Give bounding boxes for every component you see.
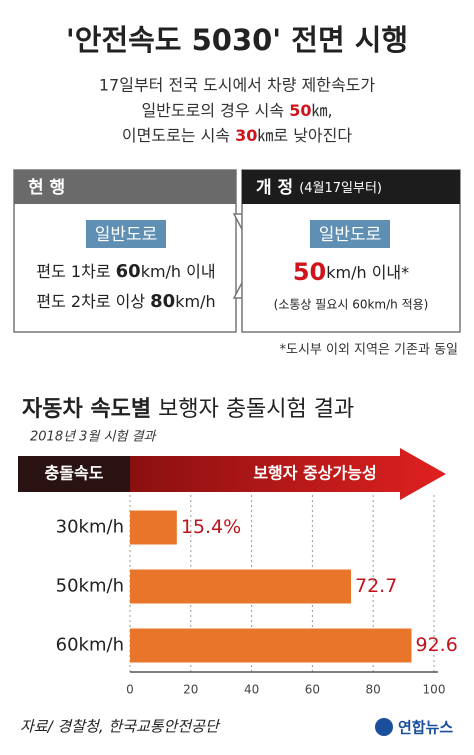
speed: 50	[293, 258, 326, 286]
text: km/h 이내*	[326, 263, 409, 282]
text: 편도 2차로 이상	[36, 292, 150, 311]
value-header: 보행자 중상가능성	[253, 464, 376, 483]
subtitle-line: 일반도로의 경우 시속 50㎞,	[141, 101, 332, 120]
text: 일반도로의 경우 시속	[141, 101, 289, 120]
chart-title: 자동차 속도별 보행자 충돌시험 결과	[22, 397, 354, 422]
date: (4월17일부터)	[299, 181, 382, 196]
speed: 60	[116, 261, 141, 282]
rule: 편도 1차로 60km/h 이내	[36, 261, 215, 282]
road-label: 일반도로	[319, 225, 382, 245]
highlight: 30	[235, 126, 257, 145]
bar	[130, 569, 352, 604]
y-tick-label: 30km/h	[56, 517, 124, 538]
text: km/h	[175, 292, 215, 311]
source: 자료/ 경찰청, 한국교통안전공단	[20, 718, 221, 736]
logo-mark	[375, 718, 393, 736]
speed: 80	[150, 291, 175, 312]
text: km/h 이내	[141, 262, 216, 281]
current-label: 현 행	[28, 178, 65, 198]
subtitle-line: 이면도로는 시속 30㎞로 낮아진다	[122, 126, 352, 145]
x-tick-label: 40	[244, 683, 259, 697]
road-badge	[310, 220, 390, 248]
title: '안전속도 5030' 전면 시행	[66, 23, 408, 57]
value-label: 15.4%	[181, 516, 241, 538]
rule: 편도 2차로 이상 80km/h	[36, 291, 215, 312]
text: 편도 1차로	[36, 262, 115, 281]
category-header: 충돌속도	[45, 464, 104, 483]
y-tick-label: 60km/h	[56, 635, 124, 656]
bar	[130, 628, 412, 663]
road-badge	[86, 220, 166, 248]
revised-label: 개 정 (4월17일부터)	[256, 178, 382, 198]
highlight: 50	[289, 101, 311, 120]
x-tick-label: 80	[366, 683, 381, 697]
x-tick-label: 20	[183, 683, 198, 697]
exception: (소통상 필요시 60km/h 적용)	[274, 298, 429, 312]
header-arrow	[130, 448, 446, 500]
chart-subtitle: 2018년 3월 시험 결과	[30, 430, 157, 445]
note: *도시부 이외 지역은 기존과 동일	[279, 343, 458, 358]
revised-header	[242, 170, 460, 204]
rule: 50km/h 이내*	[293, 258, 409, 286]
value-label: 72.7	[355, 575, 397, 597]
plot: 0 20 40 60 80 100 30km/h 15.4% 50km/h 72.7 60km/h 9…	[56, 495, 458, 697]
x-tick-label: 0	[126, 683, 134, 697]
title-bold: 자동차 속도별	[22, 397, 151, 422]
text: 이면도로는 시속	[122, 126, 235, 145]
label: 개 정	[256, 178, 293, 198]
text: ㎞,	[311, 101, 332, 120]
value-label: 92.6	[416, 634, 458, 656]
header-left	[18, 456, 130, 492]
bar	[130, 510, 177, 545]
x-tick-label: 60	[305, 683, 320, 697]
road-label: 일반도로	[95, 225, 158, 245]
y-tick-label: 50km/h	[56, 576, 124, 597]
subtitle-line: 17일부터 전국 도시에서 차량 제한속도가	[99, 76, 376, 95]
title-rest: 보행자 충돌시험 결과	[151, 397, 354, 422]
logo: 연합뉴스	[398, 719, 453, 737]
text: ㎞로 낮아진다	[257, 126, 352, 145]
x-tick-label: 100	[423, 683, 446, 697]
current-header	[14, 170, 236, 204]
